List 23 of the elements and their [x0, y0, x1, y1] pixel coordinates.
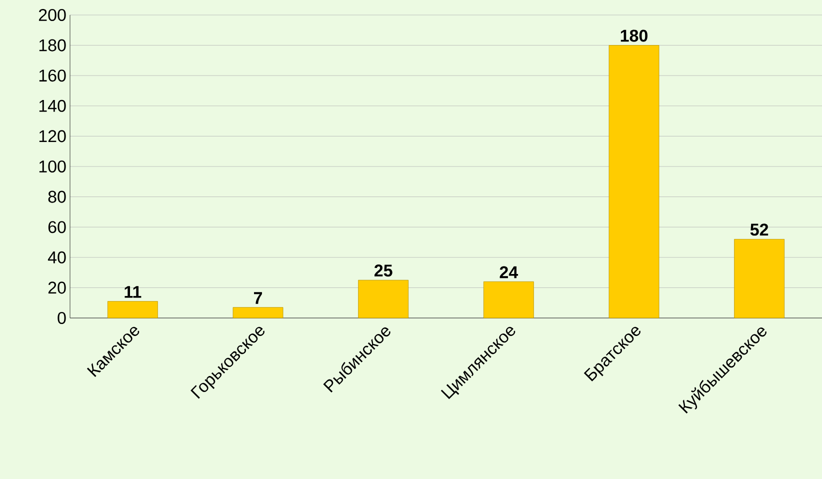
bar	[734, 239, 785, 318]
bar	[107, 301, 158, 318]
y-tick-label: 180	[39, 39, 66, 52]
y-tick-label: 120	[39, 130, 66, 142]
y-tick-label: 40	[48, 251, 66, 264]
bar	[608, 45, 660, 318]
y-tick-label: 0	[58, 312, 66, 324]
data-label: 25	[374, 264, 392, 277]
bar	[483, 281, 534, 318]
data-label: 24	[500, 266, 518, 278]
y-tick-label: 100	[39, 160, 66, 173]
y-tick-label: 60	[48, 221, 66, 234]
y-tick-label: 140	[39, 100, 66, 112]
data-label: 180	[620, 30, 648, 42]
y-tick-label: 80	[48, 190, 66, 203]
bar	[232, 307, 284, 318]
y-tick-label: 200	[38, 8, 66, 22]
data-label: 7	[254, 292, 262, 304]
data-label: 11	[124, 286, 142, 298]
y-tick-label: 20	[48, 282, 66, 294]
y-tick-label: 160	[39, 70, 66, 82]
bar	[358, 280, 409, 318]
data-label: 52	[750, 224, 768, 236]
